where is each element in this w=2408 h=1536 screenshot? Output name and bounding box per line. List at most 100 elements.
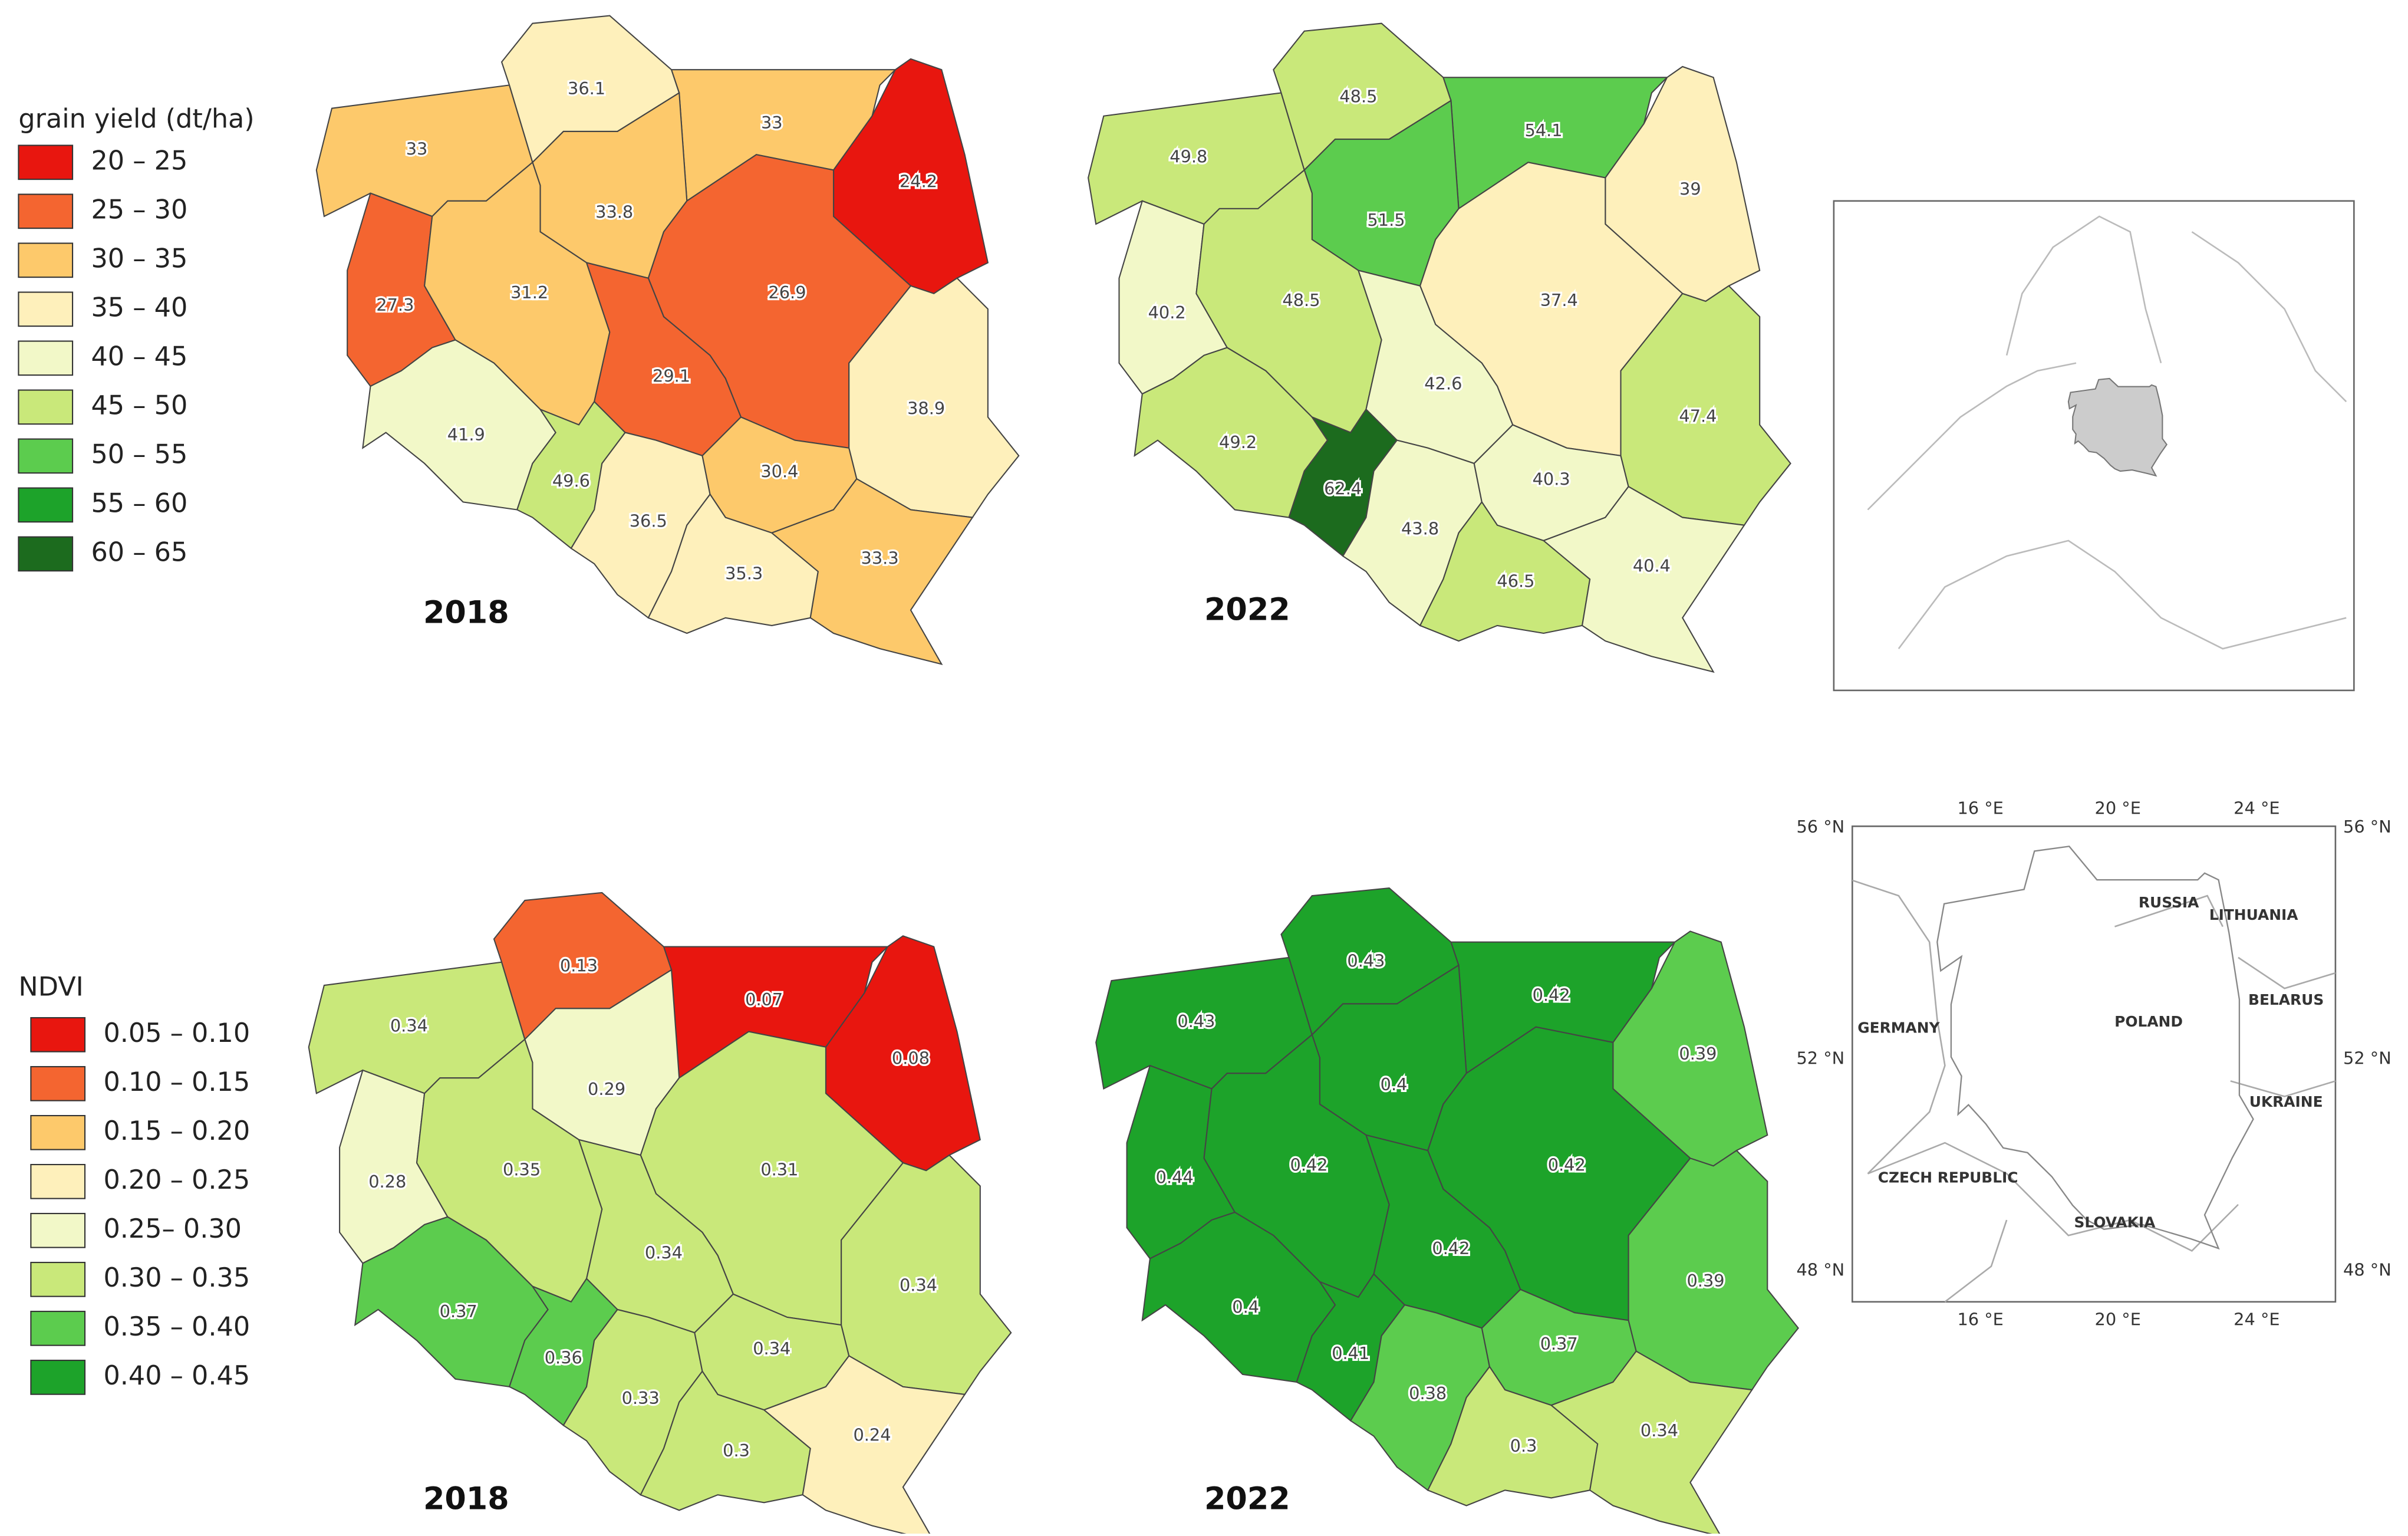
region-label: 46.5 [1497, 571, 1534, 591]
year-label: 2018 [423, 595, 509, 631]
legend-label: 0.40 – 0.45 [103, 1361, 250, 1391]
legend-label: 0.30 – 0.35 [103, 1263, 250, 1293]
region-label: 0.37 [1540, 1334, 1578, 1354]
region [1542, 485, 1745, 673]
lon-label: 16 °E [1957, 798, 2003, 818]
region-label: 48.5 [1282, 290, 1320, 310]
region-label: 36.5 [630, 511, 667, 531]
region-label: 0.33 [622, 1388, 660, 1408]
choropleth-map: 0.34 0.13 0.07 0.08 0.29 0.28 0.35 0.31 0.34 0.37… [308, 892, 1012, 1536]
lon-label: 24 °E [2234, 1309, 2279, 1329]
region-label: 0.13 [560, 956, 598, 976]
lon-label: 16 °E [1957, 1309, 2003, 1329]
legend-label: 40 – 45 [91, 341, 187, 371]
region-label: 0.35 [503, 1159, 541, 1179]
lon-label: 20 °E [2095, 1309, 2141, 1329]
region-label: 0.07 [745, 989, 783, 1009]
region-label: 0.29 [588, 1079, 625, 1099]
legend-swatch [18, 536, 74, 572]
lon-label: 20 °E [2095, 798, 2141, 818]
inset-frame [1851, 825, 2337, 1303]
region-label: 0.28 [368, 1172, 406, 1192]
region [1427, 1366, 1599, 1507]
region-label: 31.2 [510, 282, 548, 302]
legend-swatch [30, 1065, 86, 1101]
legend-label: 0.05 – 0.10 [103, 1018, 250, 1048]
inset-borders [1852, 879, 2336, 1303]
region-label: 0.38 [1409, 1383, 1447, 1403]
lat-label: 56 °N [1796, 817, 1844, 837]
region [1419, 501, 1591, 642]
region-label: 27.3 [376, 295, 414, 315]
country-label: CZECH REPUBLIC [1878, 1169, 2018, 1186]
year-label: 2022 [1204, 591, 1290, 627]
year-label: 2018 [423, 1481, 509, 1517]
region-label: 0.34 [753, 1338, 790, 1359]
region-label: 0.3 [1510, 1436, 1537, 1456]
country-label: GERMANY [1857, 1019, 1940, 1036]
locator-coasts [1867, 215, 2347, 650]
region-label: 0.34 [645, 1243, 683, 1263]
legend-label: 0.35 – 0.40 [103, 1312, 250, 1342]
country-label: POLAND [2114, 1013, 2183, 1030]
region-label: 0.42 [1290, 1155, 1328, 1175]
legend-title: grain yield (dt/ha) [18, 104, 254, 134]
legend-swatch [18, 291, 74, 327]
region-label: 33 [406, 139, 428, 159]
legend-label: 20 – 25 [91, 146, 187, 176]
legend-swatch [18, 193, 74, 229]
region-label: 0.31 [760, 1159, 798, 1179]
region-label: 48.5 [1339, 86, 1377, 106]
region-label: 0.24 [853, 1425, 891, 1445]
lat-label: 48 °N [1796, 1259, 1844, 1280]
legend-label: 0.15 – 0.20 [103, 1116, 250, 1146]
legend-title: NDVI [18, 972, 83, 1002]
region-label: 62.4 [1324, 478, 1362, 498]
region-label: 39 [1679, 179, 1701, 199]
legend-label: 55 – 60 [91, 488, 187, 518]
legend-label: 25 – 30 [91, 195, 187, 225]
country-label: LITHUANIA [2209, 906, 2299, 923]
legend-label: 0.10 – 0.15 [103, 1067, 250, 1097]
lat-label: 52 °N [1796, 1048, 1844, 1068]
region-label: 0.39 [1679, 1044, 1717, 1064]
region-label: 0.34 [1641, 1420, 1678, 1440]
legend-swatch [30, 1114, 86, 1150]
legend-swatch [30, 1017, 86, 1052]
region [770, 478, 974, 665]
inset-poland [1936, 846, 2254, 1250]
legend-swatch [30, 1164, 86, 1199]
legend-label: 0.20 – 0.25 [103, 1165, 250, 1195]
year-label: 2022 [1204, 1481, 1290, 1517]
choropleth-map: 33 36.1 33 24.2 33.8 27.3 31.2 26.9 29.1 41.9 49.6… [315, 15, 1020, 665]
choropleth-map: 0.43 0.43 0.42 0.39 0.4 0.44 0.42 0.42 0.42 0.4 0.… [1095, 887, 1799, 1536]
region-label: 0.42 [1548, 1155, 1586, 1175]
region [1550, 1350, 1753, 1536]
region-label: 0.08 [892, 1048, 930, 1068]
region-label: 0.44 [1156, 1167, 1194, 1187]
locator-poland [2067, 377, 2168, 477]
legend-swatch [18, 438, 74, 474]
region-label: 49.2 [1219, 432, 1257, 452]
region-label: 36.1 [568, 78, 605, 98]
region-label: 0.37 [440, 1301, 477, 1321]
region-label: 51.5 [1367, 210, 1405, 230]
lat-label: 48 °N [2343, 1259, 2391, 1280]
region-label: 33 [761, 113, 783, 133]
region-label: 0.34 [390, 1016, 428, 1036]
legend-swatch [30, 1311, 86, 1346]
region [763, 1355, 966, 1536]
legend-label: 45 – 50 [91, 390, 187, 420]
region-label: 40.2 [1148, 302, 1186, 323]
region-label: 40.3 [1533, 469, 1570, 489]
country-label: UKRAINE [2249, 1093, 2323, 1110]
region-label: 41.9 [447, 425, 485, 445]
lon-label: 24 °E [2234, 798, 2279, 818]
region-label: 0.43 [1177, 1011, 1215, 1031]
country-label: SLOVAKIA [2074, 1213, 2156, 1231]
region [640, 1370, 811, 1511]
region-label: 38.9 [907, 398, 945, 418]
region-label: 33.3 [861, 548, 899, 568]
region-label: 0.42 [1533, 985, 1570, 1005]
